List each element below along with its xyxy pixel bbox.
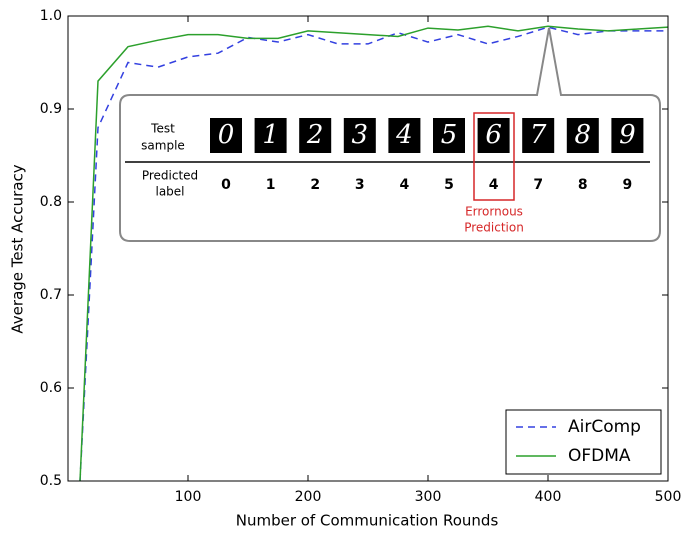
row-label: label — [155, 185, 184, 199]
y-tick-label: 0.5 — [40, 473, 62, 489]
error-highlight — [473, 112, 515, 201]
y-tick-label: 0.7 — [40, 287, 62, 303]
digit-image — [477, 118, 510, 153]
predicted-label: 0 — [221, 177, 231, 193]
digit-sample: 0 — [218, 120, 235, 150]
x-tick-label: 300 — [415, 489, 442, 505]
digit-image — [343, 118, 376, 153]
predicted-label: 4 — [489, 177, 499, 193]
error-note: Errornous — [465, 205, 523, 219]
digit-sample: 3 — [352, 120, 369, 150]
predicted-label: 4 — [400, 177, 410, 193]
x-tick-label: 100 — [175, 489, 202, 505]
x-axis-label: Number of Communication Rounds — [236, 512, 499, 530]
digit-image — [566, 118, 599, 153]
series-line — [79, 25, 668, 481]
predicted-label: 5 — [444, 177, 454, 193]
digit-image — [210, 118, 242, 153]
legend-label: OFDMA — [568, 446, 631, 466]
digit-sample: 1 — [262, 120, 279, 150]
plot-frame — [67, 15, 669, 482]
predicted-label: 1 — [266, 177, 276, 193]
digit-sample: 7 — [530, 120, 547, 150]
digit-image — [388, 118, 421, 153]
x-tick-label: 500 — [655, 489, 682, 505]
y-tick-label: 0.8 — [40, 194, 62, 210]
x-tick-label: 200 — [295, 489, 322, 505]
digit-image — [299, 118, 332, 153]
digit-image — [254, 118, 287, 153]
y-tick-label: 0.6 — [40, 380, 62, 396]
predicted-label: 3 — [355, 177, 365, 193]
error-note: Prediction — [464, 221, 524, 235]
row-label: Test — [150, 122, 175, 136]
legend-box — [505, 409, 662, 475]
digit-sample: 9 — [619, 120, 636, 150]
y-tick-label: 1.0 — [40, 8, 62, 24]
predicted-label: 9 — [623, 177, 633, 193]
y-axis-label: Average Test Accuracy — [9, 164, 27, 333]
digit-sample: 5 — [441, 120, 458, 150]
predicted-label: 7 — [533, 177, 543, 193]
digit-sample: 8 — [575, 120, 592, 150]
digit-image — [611, 118, 644, 153]
predicted-label: 8 — [578, 177, 588, 193]
row-label: Predicted — [142, 169, 198, 183]
digit-sample: 4 — [395, 120, 413, 150]
row-label: sample — [141, 139, 185, 153]
legend-label: AirComp — [568, 417, 641, 437]
digit-sample: 6 — [485, 120, 502, 150]
digit-image — [433, 118, 465, 153]
series-line — [79, 26, 668, 481]
x-tick-label: 400 — [535, 489, 562, 505]
y-tick-label: 0.9 — [40, 101, 62, 117]
digit-image — [522, 118, 555, 153]
predicted-label: 2 — [310, 177, 320, 193]
digit-sample: 2 — [306, 120, 324, 150]
